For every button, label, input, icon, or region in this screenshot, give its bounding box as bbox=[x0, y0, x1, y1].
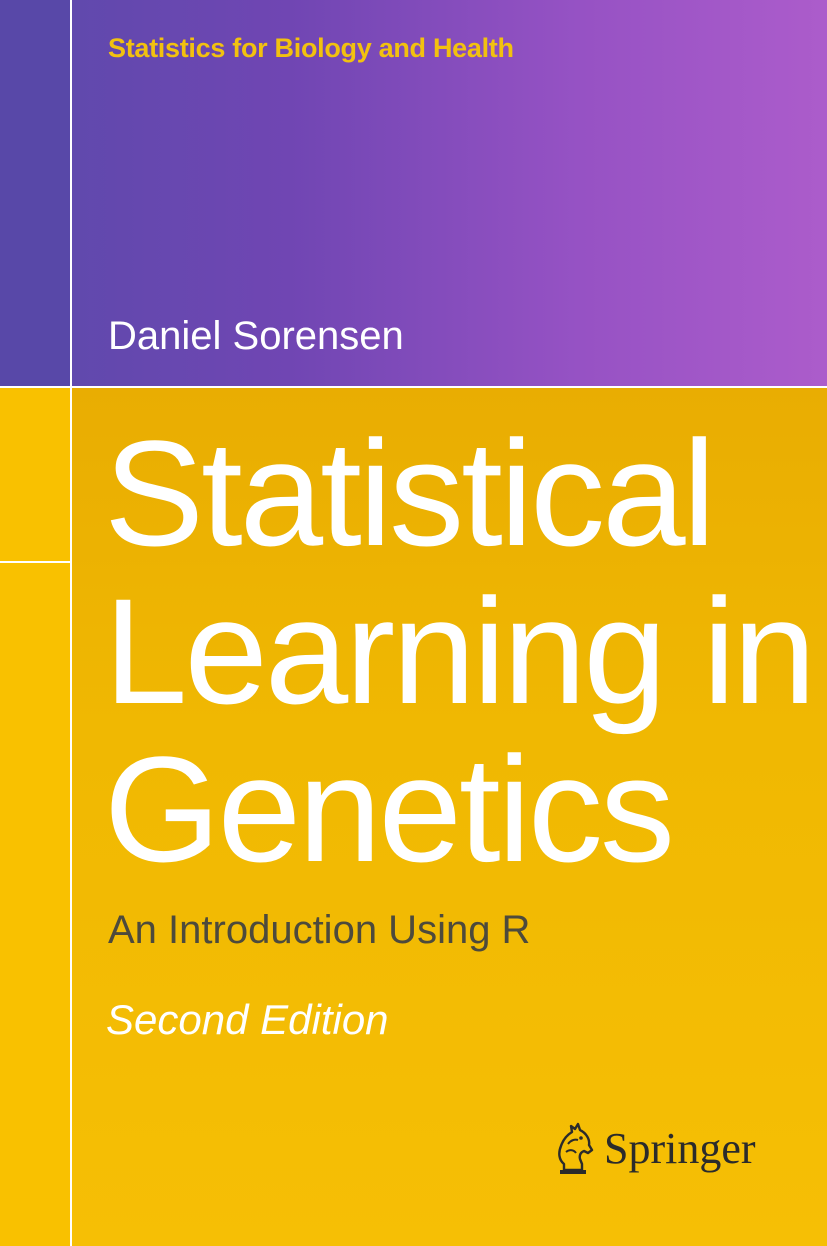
vertical-rule bbox=[70, 0, 72, 1246]
left-strip-top bbox=[0, 0, 70, 386]
short-horizontal-rule bbox=[0, 561, 70, 563]
springer-horse-icon bbox=[558, 1122, 594, 1174]
title-line: Learning in bbox=[104, 567, 816, 735]
book-title: Statistical Learning in Genetics bbox=[104, 414, 816, 888]
edition-label: Second Edition bbox=[106, 996, 389, 1043]
horizontal-rule bbox=[0, 386, 827, 388]
left-strip-bottom bbox=[0, 388, 70, 1246]
title-line: Statistical bbox=[104, 409, 716, 577]
author-name: Daniel Sorensen bbox=[108, 314, 404, 358]
book-subtitle: An Introduction Using R bbox=[108, 908, 531, 952]
title-line: Genetics bbox=[104, 725, 675, 893]
bottom-color-band bbox=[0, 388, 827, 1246]
publisher-name: Springer bbox=[604, 1123, 756, 1173]
top-color-band bbox=[0, 0, 827, 386]
series-name: Statistics for Biology and Health bbox=[108, 33, 514, 63]
publisher-logo: Springer bbox=[550, 1118, 756, 1178]
